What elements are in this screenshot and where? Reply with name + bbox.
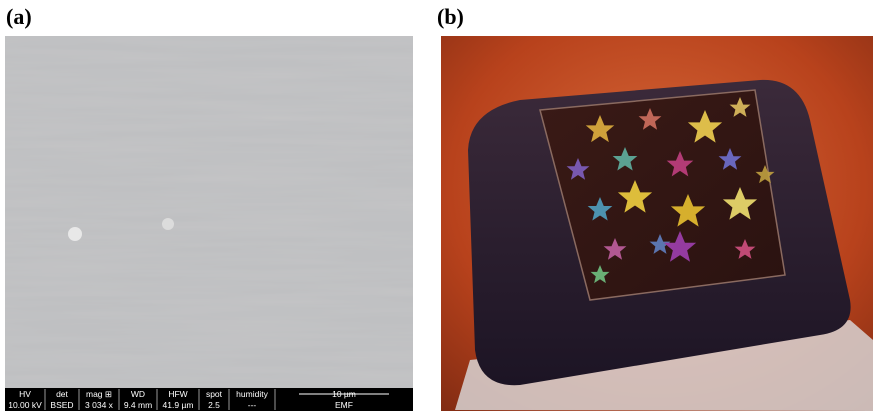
info-header: humidity [236, 389, 268, 399]
chocolate-photo [441, 36, 873, 411]
sem-image [5, 36, 413, 388]
info-header: HFW [168, 389, 187, 399]
info-header: HV [19, 389, 31, 399]
scale-label: 10 µm [332, 389, 356, 399]
particle [162, 218, 174, 230]
figure: (a) (b) HV10.00 kV detBSED mag ⊞3 034 x WD9… [0, 0, 873, 411]
panel-label: (a) [6, 4, 32, 29]
panel-label: (b) [437, 4, 464, 29]
info-value: 41.9 µm [163, 400, 194, 410]
particle [68, 227, 82, 241]
info-value: 10.00 kV [8, 400, 42, 410]
info-label: EMF [335, 400, 353, 410]
info-header: spot [206, 389, 223, 399]
info-header: det [56, 389, 68, 399]
info-value: --- [248, 400, 257, 410]
sem-texture [5, 36, 413, 388]
info-header: mag ⊞ [86, 389, 112, 399]
info-value: 2.5 [208, 400, 220, 410]
info-value: BSED [50, 400, 73, 410]
info-value: 3 034 x [85, 400, 114, 410]
info-header: WD [131, 389, 145, 399]
info-value: 9.4 mm [124, 400, 152, 410]
